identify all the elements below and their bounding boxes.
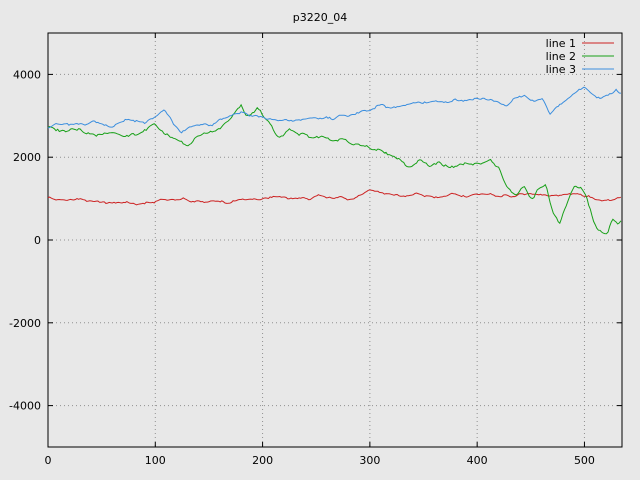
x-tick-label: 100 <box>145 454 166 467</box>
x-tick-label: 0 <box>45 454 52 467</box>
y-tick-label: -4000 <box>9 400 41 413</box>
x-tick-label: 300 <box>359 454 380 467</box>
legend-label-2: line 2 <box>546 50 576 63</box>
legend-label-1: line 1 <box>546 37 576 50</box>
series-line-3 <box>47 86 621 134</box>
x-tick-label: 500 <box>574 454 595 467</box>
x-tick-label: 200 <box>252 454 273 467</box>
x-tick-label: 400 <box>467 454 488 467</box>
series-line-2 <box>47 103 622 235</box>
y-tick-label: 0 <box>34 234 41 247</box>
plot-border <box>47 32 623 448</box>
y-tick-label: 4000 <box>13 68 41 81</box>
y-tick-label: 2000 <box>13 151 41 164</box>
series-line-1 <box>47 189 622 206</box>
y-tick-label: -2000 <box>9 317 41 330</box>
chart-title: p3220_04 <box>292 11 348 24</box>
legend-label-3: line 3 <box>546 63 576 76</box>
